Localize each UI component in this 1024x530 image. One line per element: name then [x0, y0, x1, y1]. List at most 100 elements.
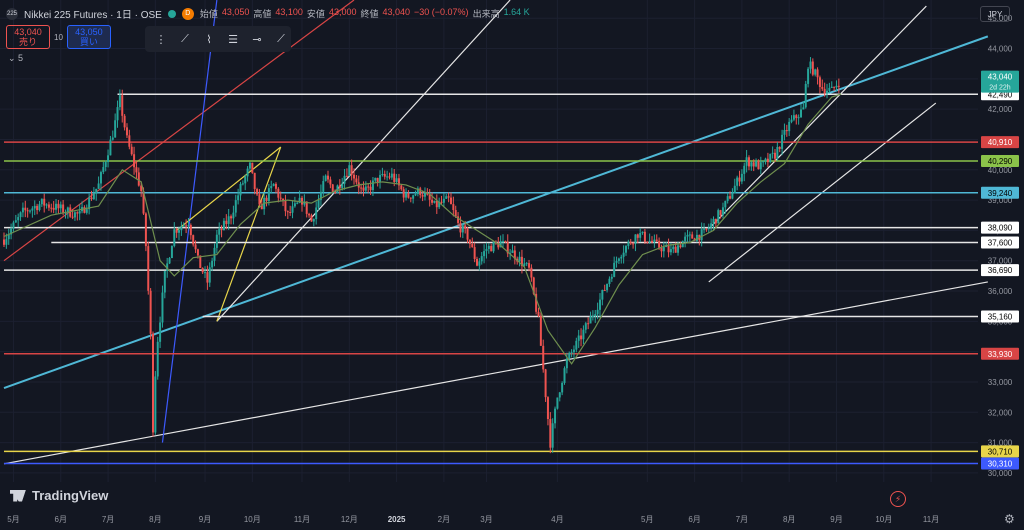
candle-body — [461, 225, 464, 233]
candle-body — [208, 267, 211, 283]
candle-body — [740, 173, 743, 182]
trendline-tool-icon[interactable]: ⟋ — [181, 32, 189, 45]
sell-button[interactable]: 43,040 売り — [6, 25, 50, 49]
candle-body — [580, 335, 583, 340]
candle-body — [234, 200, 237, 213]
candle-body — [679, 245, 682, 248]
time-tick-label: 5月 — [7, 515, 19, 524]
candle-body — [703, 228, 706, 230]
candle-body — [828, 87, 831, 91]
candle-body — [520, 256, 523, 266]
candle-body — [166, 263, 169, 271]
candle-body — [710, 223, 713, 228]
price-tick-label: 31,000 — [988, 439, 1013, 448]
candle-body — [632, 243, 635, 245]
candle-body — [244, 176, 247, 184]
fib-tool-icon[interactable]: ☰ — [228, 33, 238, 46]
candle-body — [369, 186, 372, 191]
candle-body — [738, 177, 741, 182]
candle-body — [161, 292, 164, 323]
quantity-field[interactable]: 10 — [54, 32, 63, 42]
candle-body — [282, 198, 285, 201]
candle-body — [544, 369, 547, 398]
candle-body — [204, 272, 207, 274]
indicators-toggle[interactable]: ⌄ 5 — [8, 53, 24, 63]
candle-body — [511, 250, 514, 253]
candle-body — [414, 194, 417, 196]
candle-body — [140, 185, 143, 192]
candle-body — [52, 207, 55, 210]
symbol-title[interactable]: Nikkei 225 Futures · 1日 · OSE — [24, 10, 162, 21]
flash-icon[interactable]: ⚡ — [890, 491, 906, 507]
candle-body — [435, 200, 438, 208]
candle-body — [355, 178, 358, 183]
candle-body — [43, 198, 46, 206]
candle-body — [457, 216, 460, 223]
candle-body — [383, 173, 386, 177]
hline-tool-icon[interactable]: ⊸ — [252, 33, 262, 46]
candle-body — [528, 263, 531, 268]
candle-body — [433, 200, 436, 203]
level-tag — [981, 221, 1019, 234]
candle-body — [118, 95, 121, 108]
path-tool-icon[interactable]: ⌇ — [206, 33, 212, 46]
candle-body — [17, 217, 20, 221]
candle-body — [733, 185, 736, 194]
level-tag-label: 39,240 — [988, 189, 1013, 198]
candle-body — [582, 329, 585, 340]
currency-selector[interactable]: JPY — [980, 6, 1010, 22]
level-tag-label: 40,910 — [988, 138, 1013, 147]
candle-body — [487, 245, 490, 249]
trendlines — [3, 0, 989, 465]
candle-body — [265, 197, 268, 201]
candle-body — [237, 195, 240, 201]
candle-body — [405, 193, 408, 198]
candle-body — [712, 218, 715, 224]
candle-body — [78, 211, 81, 214]
candle-body — [792, 115, 795, 120]
candle-body — [747, 157, 750, 167]
candle-body — [546, 397, 549, 420]
candle-body — [686, 234, 689, 237]
candle-body — [752, 162, 755, 167]
price-tick-label: 32,000 — [988, 408, 1013, 417]
time-axis: 5月 6月 7月 8月 9月 10月 11月 12月 2025 2月 3月 4月 5月 6月 7月 8月 9月 1… — [7, 515, 939, 524]
candle-body — [227, 216, 230, 224]
candle-body — [159, 322, 162, 342]
candle-body — [199, 255, 202, 268]
candle-body — [532, 277, 535, 294]
candle-body — [298, 197, 301, 203]
candle-body — [755, 161, 758, 167]
price-tick-label: 42,000 — [988, 105, 1013, 114]
candle-body — [296, 202, 299, 204]
candle-body — [473, 247, 476, 259]
candle-body — [180, 226, 183, 231]
candle-body — [201, 267, 204, 273]
candle-body — [634, 234, 637, 244]
settings-gear-icon[interactable]: ⚙ — [1004, 512, 1015, 526]
candle-body — [535, 293, 538, 312]
candle-body — [717, 210, 720, 224]
candle-body — [795, 115, 798, 119]
candle-body — [230, 216, 233, 219]
candle-body — [785, 130, 788, 132]
candle-body — [726, 196, 729, 201]
time-tick-label: 7月 — [736, 515, 748, 524]
drag-handle-icon[interactable]: ⋮ — [155, 33, 167, 46]
candle-body — [393, 173, 396, 182]
candle-body — [639, 232, 642, 238]
candle-body — [149, 290, 152, 334]
candle-body — [421, 194, 424, 197]
candle-body — [814, 69, 817, 75]
candle-body — [523, 263, 526, 266]
time-tick-label: 2月 — [438, 515, 450, 524]
candle-body — [246, 168, 249, 177]
trendline — [3, 281, 988, 465]
ray-tool-icon[interactable]: ⟋ — [277, 32, 285, 45]
buy-button[interactable]: 43,050 買い — [66, 25, 111, 49]
level-tag-label: 37,600 — [988, 239, 1013, 248]
candle-body — [445, 196, 448, 199]
candle-body — [10, 228, 13, 235]
candle-body — [669, 249, 672, 253]
